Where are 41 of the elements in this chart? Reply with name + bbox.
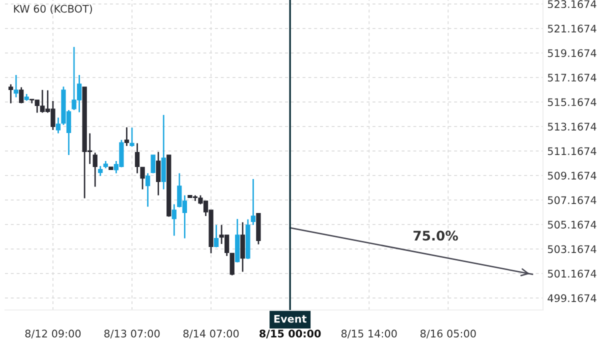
candlestick: [230, 252, 234, 276]
y-tick-label: 521.1674: [548, 24, 596, 33]
y-tick-label: 517.1674: [548, 74, 596, 82]
candlestick: [92, 152, 98, 188]
x-tick-label: 8/15 00:00: [260, 330, 321, 338]
candlestick: [156, 151, 161, 196]
candlestick: [250, 178, 256, 226]
x-tick-label: 8/13 07:00: [104, 330, 160, 338]
y-tick-label: 501.1674: [548, 270, 596, 278]
x-tick-label: 8/15 14:00: [341, 330, 397, 338]
candlestick: [19, 86, 24, 104]
y-tick-label: 515.1674: [548, 98, 596, 106]
y-tick-label: 513.1674: [548, 122, 596, 131]
candlestick: [98, 165, 103, 177]
candlestick: [124, 126, 130, 147]
candlestick: [172, 204, 176, 236]
y-tick-label: 519.1674: [548, 49, 596, 58]
candlestick: [145, 172, 150, 208]
y-tick-label: 523.1674: [548, 0, 596, 8]
annotation: 75.0%: [414, 230, 458, 241]
candlestick: [8, 84, 14, 104]
x-tick-label: 8/12 09:00: [25, 330, 81, 338]
candlestick: [240, 222, 245, 272]
y-tick-label: 499.1674: [548, 294, 596, 302]
y-tick-label: 505.1674: [548, 220, 596, 229]
candlestick: [134, 142, 140, 174]
x-tick-label: 8/16 05:00: [420, 330, 476, 338]
candlestick: [56, 116, 61, 134]
candlestick: [161, 114, 166, 190]
candlestick: [214, 224, 219, 248]
candlestick: [14, 74, 18, 98]
y-tick-label: 511.1674: [548, 147, 596, 156]
ref-line-label: Event: [274, 314, 307, 323]
candlestick: [130, 126, 134, 148]
y-tick-label: 503.1674: [548, 245, 596, 254]
x-tick-label: 8/14 07:00: [183, 330, 239, 338]
chart-title: KW 60 (KCBOT): [14, 4, 92, 14]
y-tick-label: 507.1674: [548, 196, 596, 204]
y-tick-label: 509.1674: [548, 172, 596, 180]
candlestick: [150, 154, 156, 174]
candlestick: [140, 166, 145, 190]
